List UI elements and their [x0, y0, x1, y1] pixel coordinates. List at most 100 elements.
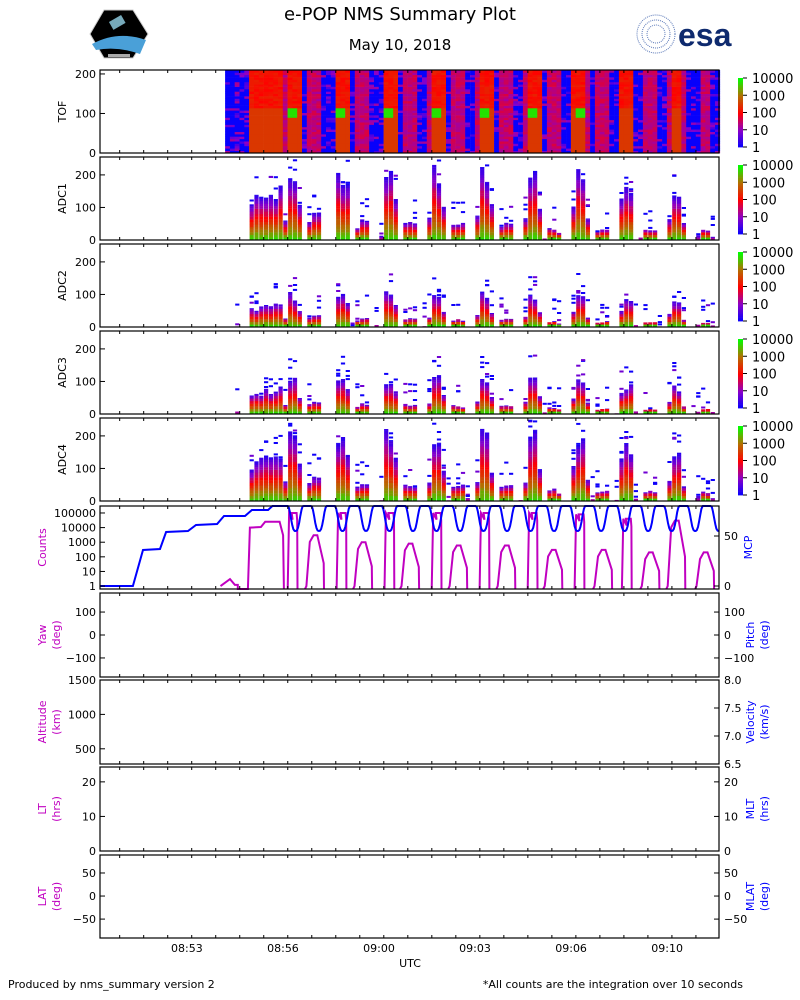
- tof-cell: [436, 98, 442, 102]
- colorbar-cell: [738, 138, 743, 141]
- adc-cell: [528, 227, 533, 230]
- tof-cell: [321, 138, 327, 142]
- tof-cell: [474, 91, 480, 94]
- tof-cell: [508, 107, 514, 111]
- tof-cell: [446, 119, 452, 123]
- tof-cell: [715, 115, 721, 118]
- tof-cell: [378, 131, 384, 135]
- tof-cell: [542, 72, 548, 76]
- tof-cell: [657, 100, 663, 104]
- tof-cell: [556, 81, 562, 85]
- tof-cell: [234, 103, 240, 106]
- tof-cell: [503, 100, 509, 104]
- tof-cell: [513, 134, 519, 137]
- tof-cell: [700, 98, 706, 102]
- tof-cell: [638, 110, 644, 113]
- tof-cell: [321, 89, 327, 92]
- tof-cell: [470, 134, 476, 137]
- tof-cell: [570, 129, 576, 132]
- tof-cell: [297, 93, 303, 97]
- adc-cell: [585, 218, 590, 220]
- tof-cell: [340, 96, 346, 99]
- tof-cell: [292, 122, 298, 125]
- tof-cell: [537, 70, 543, 73]
- tof-cell: [522, 117, 528, 121]
- adc-cell: [288, 200, 293, 204]
- tof-cell: [306, 115, 312, 118]
- tof-cell: [369, 134, 375, 137]
- tof-cell: [546, 122, 552, 125]
- adc-cell: [432, 200, 437, 204]
- tof-cell: [580, 93, 586, 97]
- tof-cell: [316, 98, 322, 102]
- tof-cell: [258, 91, 264, 94]
- tof-cell: [508, 72, 514, 76]
- tof-cell: [374, 124, 380, 128]
- tof-cell: [556, 103, 562, 106]
- tof-cell: [402, 150, 408, 154]
- tof-cell: [278, 105, 284, 109]
- tof-cell: [503, 79, 509, 83]
- tof-cell: [412, 122, 418, 125]
- adc-cell: [585, 229, 590, 233]
- tof-cell: [686, 115, 692, 118]
- adc-cell: [288, 316, 293, 320]
- tof-cell: [585, 124, 591, 128]
- tof-cell: [446, 145, 452, 149]
- tof-cell: [700, 93, 706, 97]
- tof-cell: [518, 148, 524, 151]
- tof-cell: [633, 129, 639, 132]
- tof-cell: [599, 138, 605, 142]
- tof-cell: [527, 145, 533, 149]
- tof-cell: [628, 100, 634, 104]
- tof-cell: [340, 138, 346, 142]
- tof-cell: [316, 150, 322, 154]
- tof-cell: [532, 145, 538, 149]
- tof-cell: [604, 138, 610, 142]
- tof-cell: [508, 145, 514, 149]
- tof-cell: [402, 89, 408, 92]
- tof-cell: [470, 91, 476, 94]
- tof-cell: [681, 119, 687, 123]
- tof-cell: [580, 98, 586, 102]
- tof-cell: [426, 74, 432, 78]
- tof-cell: [407, 81, 413, 85]
- tof-cell: [249, 96, 255, 99]
- tof-cell: [489, 110, 495, 113]
- tof-cell: [561, 124, 567, 128]
- tof-cell: [715, 143, 721, 147]
- adc-cell: [316, 229, 322, 233]
- tof-cell: [570, 141, 576, 144]
- tof-cell: [623, 110, 629, 113]
- adc-cell: [288, 206, 293, 209]
- tof-cell: [700, 129, 706, 132]
- adc-cell: [624, 203, 629, 207]
- adc-cell: [273, 308, 278, 312]
- colorbar-cell: [738, 171, 743, 174]
- adc-cell: [340, 214, 346, 217]
- tof-cell: [398, 79, 404, 83]
- tof-cell: [614, 89, 620, 92]
- tof-cell: [484, 150, 490, 154]
- adc-cell: [355, 300, 360, 303]
- tof-cell: [282, 138, 288, 142]
- tof-cell: [441, 148, 447, 151]
- adc-cell: [537, 216, 542, 220]
- tof-cell: [498, 89, 504, 92]
- tof-cell: [321, 141, 327, 144]
- tof-cell: [402, 105, 408, 109]
- tof-cell: [460, 129, 466, 132]
- tof-cell: [330, 98, 336, 102]
- tof-cell: [508, 70, 514, 73]
- tof-cell: [609, 117, 615, 121]
- tof-cell: [340, 81, 346, 85]
- adc-cell: [254, 203, 259, 207]
- tof-cell: [494, 79, 500, 83]
- tof-cell: [676, 129, 682, 132]
- tof-cell: [422, 126, 428, 130]
- tof-cell: [364, 81, 370, 85]
- tof-cell: [623, 98, 629, 102]
- adc-cell: [509, 232, 514, 235]
- tof-cell: [398, 136, 404, 140]
- tof-cell: [700, 145, 706, 149]
